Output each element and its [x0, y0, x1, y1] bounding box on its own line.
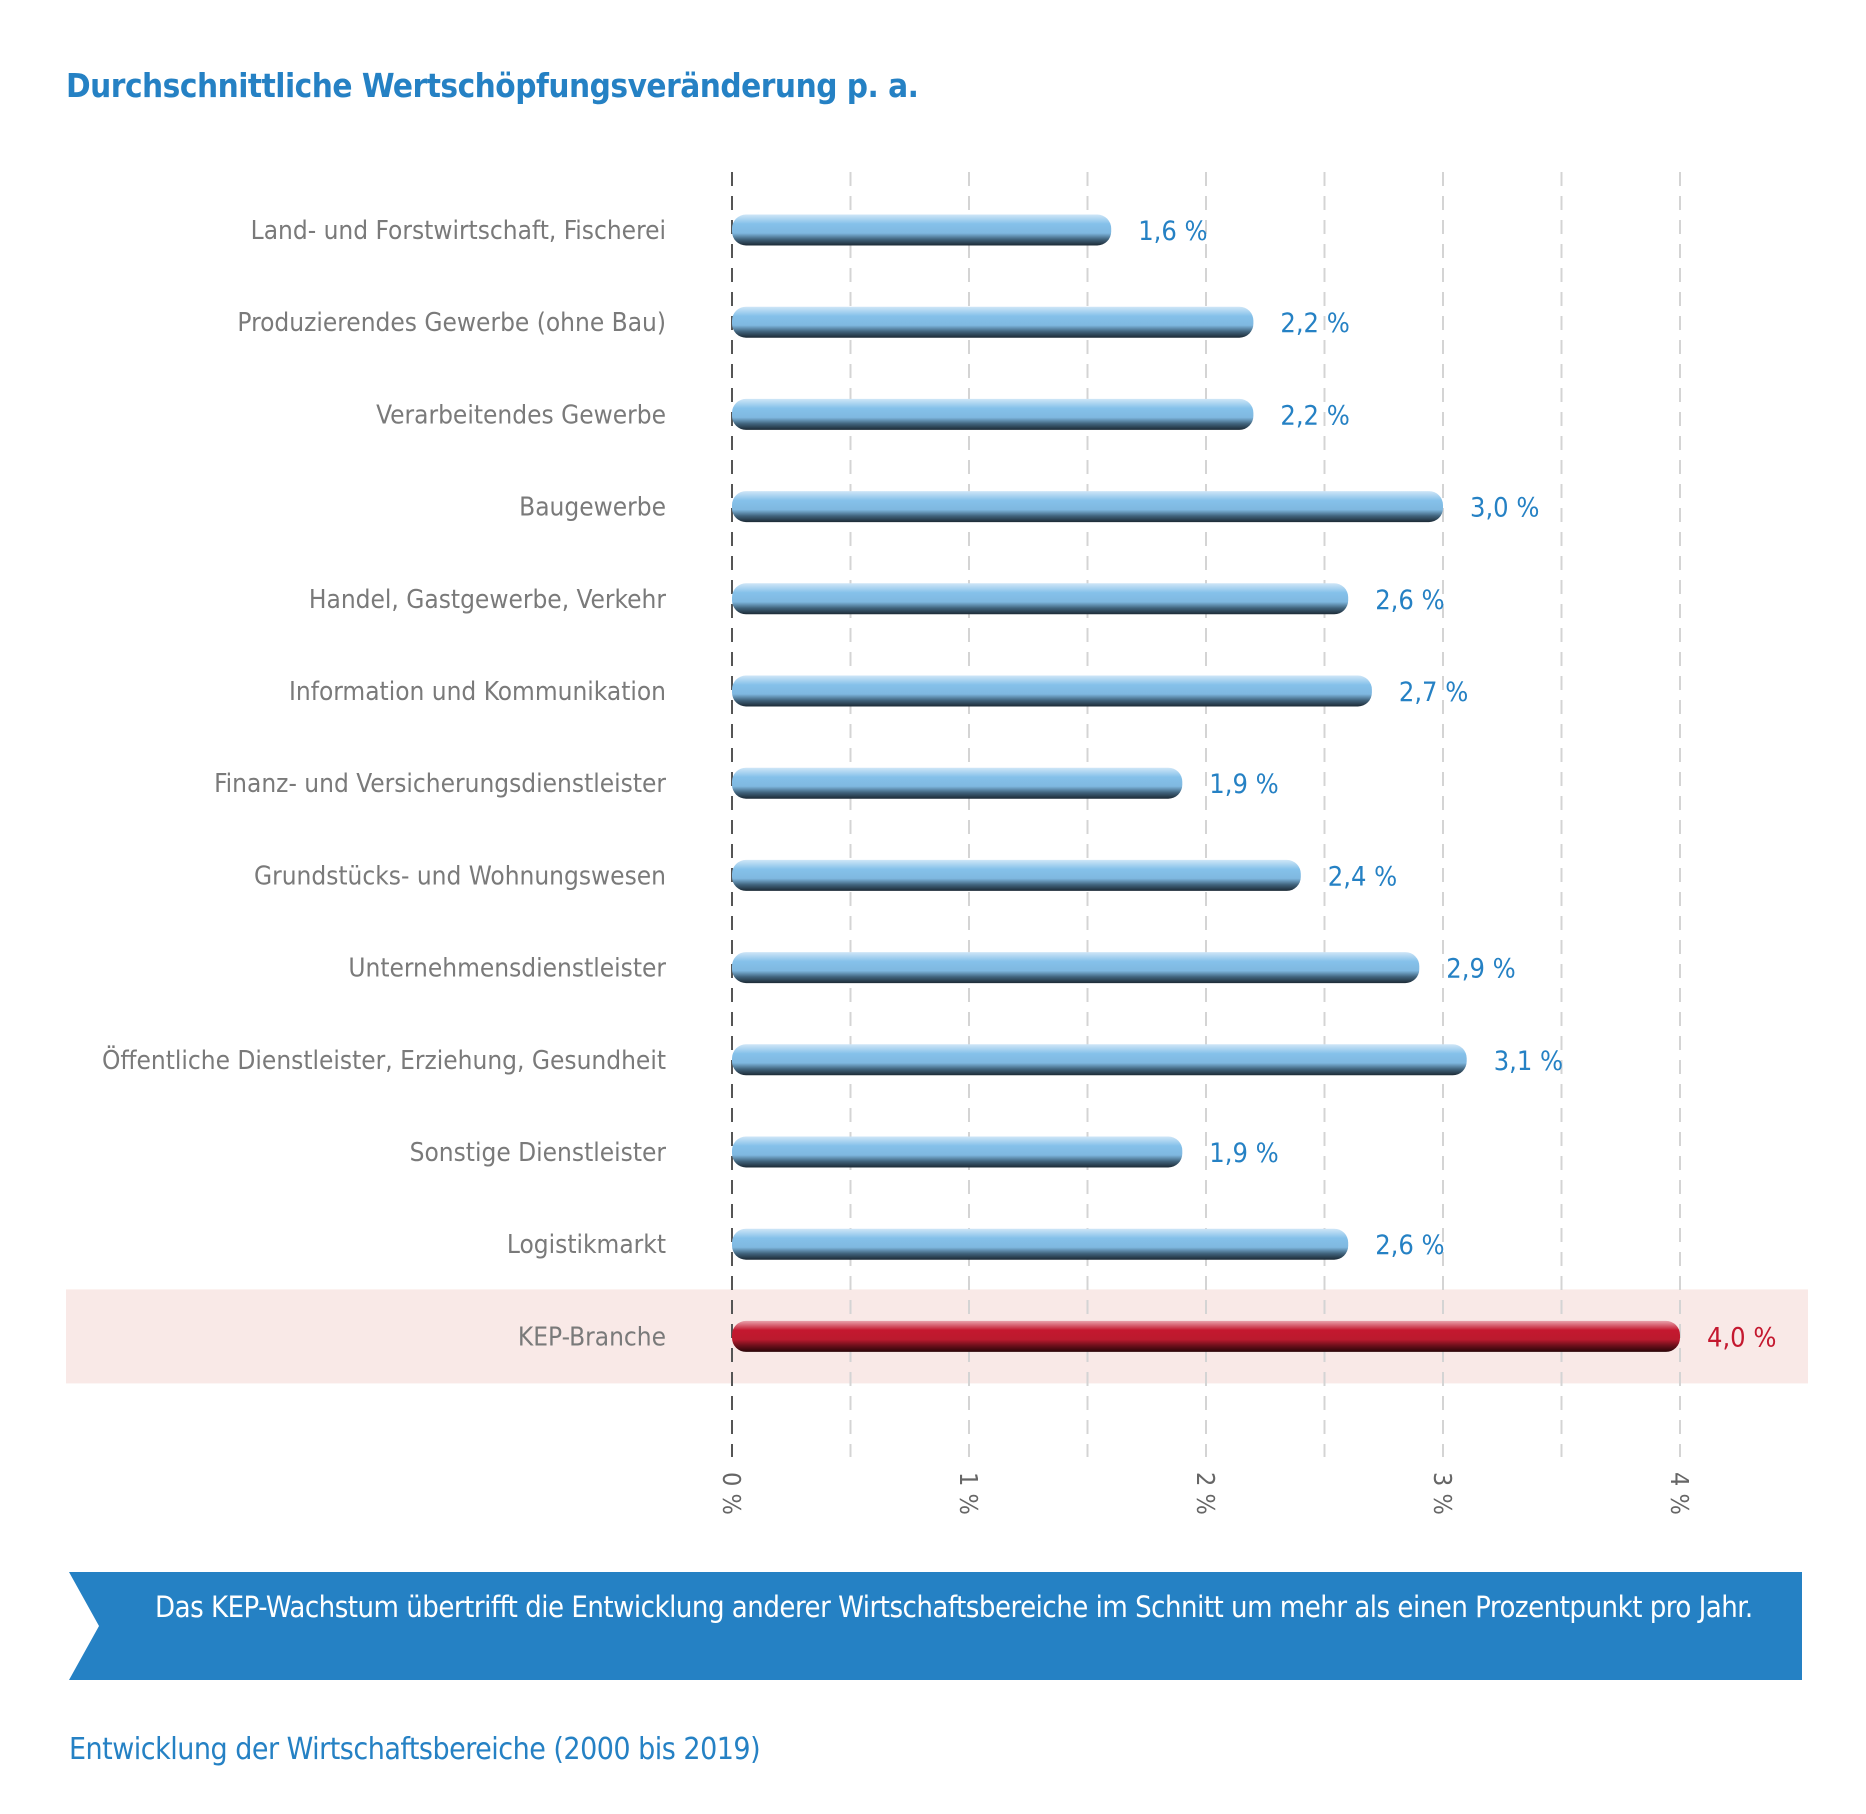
- category-label: Logistikmarkt: [507, 1230, 666, 1260]
- data-label: 1,9 %: [1209, 769, 1278, 800]
- category-label: Land- und Forstwirtschaft, Fischerei: [251, 216, 666, 246]
- data-label: 2,4 %: [1328, 861, 1397, 892]
- chart-title: Durchschnittliche Wertschöpfungsveränder…: [66, 66, 919, 105]
- bar-chart: Land- und Forstwirtschaft, Fischerei 1,6 …: [66, 172, 1808, 1515]
- bar: [732, 1044, 1467, 1076]
- bar: [732, 675, 1372, 707]
- bar: [732, 583, 1349, 615]
- bar: [732, 491, 1443, 523]
- category-label: Verarbeitendes Gewerbe: [376, 400, 666, 430]
- x-tick-label: 4 %: [1665, 1472, 1694, 1515]
- bar: [732, 859, 1301, 891]
- category-label: KEP-Branche: [518, 1322, 666, 1352]
- data-label: 2,6 %: [1375, 585, 1444, 616]
- data-label: 2,9 %: [1446, 954, 1515, 985]
- bar: [732, 1228, 1349, 1260]
- bar: [732, 952, 1420, 984]
- x-tick-label: 2 %: [1191, 1472, 1220, 1515]
- data-label: 1,9 %: [1209, 1138, 1278, 1169]
- category-label: Finanz- und Versicherungsdienstleister: [214, 769, 666, 799]
- bar: [732, 214, 1112, 246]
- data-label: 2,2 %: [1280, 308, 1349, 339]
- bar: [732, 398, 1254, 430]
- category-label: Produzierendes Gewerbe (ohne Bau): [237, 308, 666, 338]
- key-message-banner: Das KEP-Wachstum übertrifft die Entwickl…: [69, 1572, 1802, 1680]
- category-label: Sonstige Dienstleister: [410, 1138, 667, 1168]
- data-label: 3,0 %: [1470, 493, 1539, 524]
- category-label: Öffentliche Dienstleister, Erziehung, Ge…: [102, 1044, 666, 1076]
- data-label: 2,7 %: [1399, 677, 1468, 708]
- category-label: Unternehmensdienstleister: [348, 954, 666, 984]
- category-label: Handel, Gastgewerbe, Verkehr: [309, 585, 666, 615]
- data-label: 3,1 %: [1494, 1046, 1563, 1077]
- x-tick-label: 0 %: [717, 1472, 746, 1515]
- category-label: Grundstücks- und Wohnungswesen: [254, 861, 666, 891]
- x-tick-label: 3 %: [1428, 1472, 1457, 1515]
- chart-caption: Entwicklung der Wirtschaftsbereiche (200…: [69, 1732, 761, 1767]
- category-label: Baugewerbe: [519, 493, 666, 523]
- data-label: 2,2 %: [1280, 400, 1349, 431]
- category-label: Information und Kommunikation: [289, 677, 666, 707]
- banner-text: Das KEP-Wachstum übertrifft die Entwickl…: [155, 1590, 1753, 1624]
- bar: [732, 1136, 1183, 1168]
- x-tick-label: 1 %: [954, 1472, 983, 1515]
- bar: [732, 767, 1183, 799]
- bar: [732, 306, 1254, 338]
- data-label: 1,6 %: [1138, 216, 1207, 247]
- data-label: 2,6 %: [1375, 1230, 1444, 1261]
- bar-highlight: [732, 1320, 1680, 1352]
- data-label: 4,0 %: [1707, 1322, 1776, 1353]
